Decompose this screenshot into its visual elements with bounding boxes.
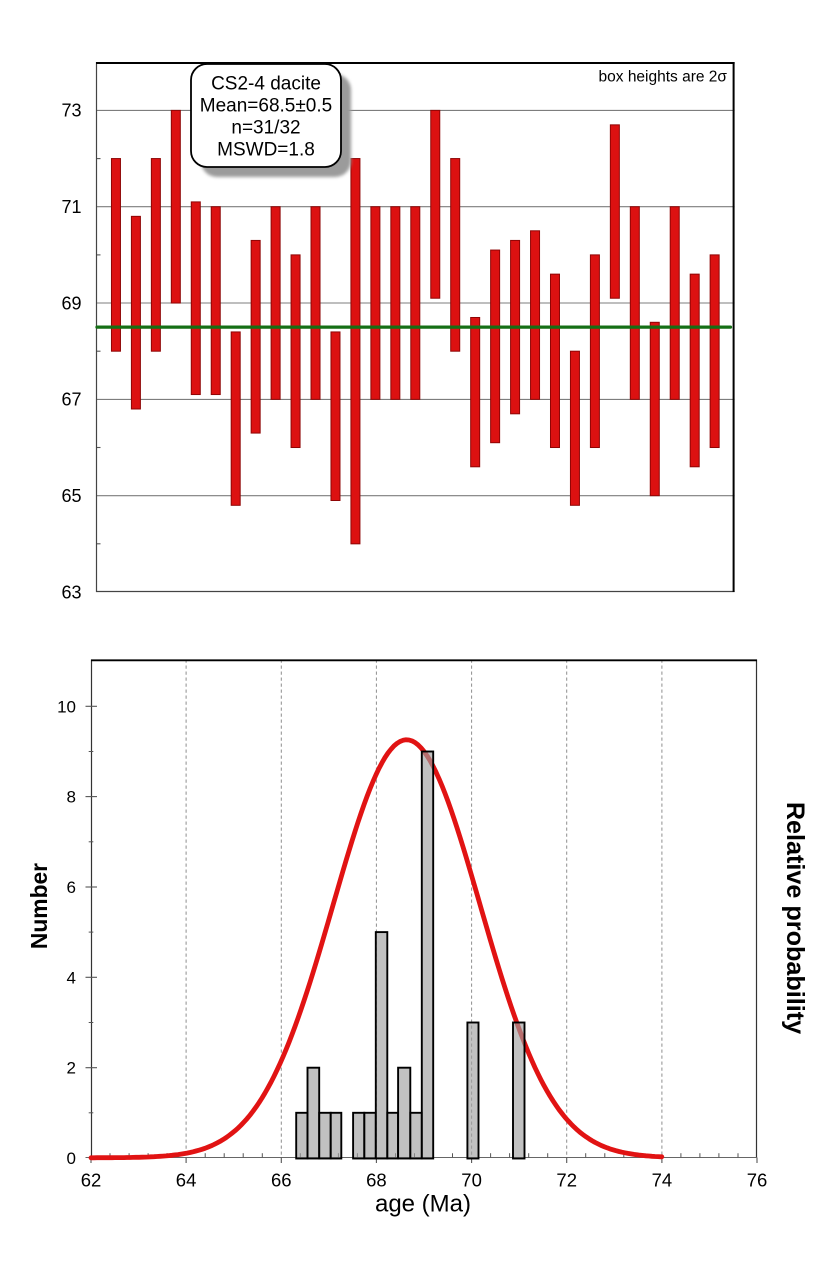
svg-text:65: 65 [61,486,81,506]
svg-text:68: 68 [366,1170,387,1191]
svg-text:10: 10 [57,697,76,716]
svg-text:62: 62 [81,1170,102,1191]
svg-text:CS2-4 dacite: CS2-4 dacite [211,74,321,95]
svg-text:n=31/32: n=31/32 [231,118,300,139]
svg-text:0: 0 [67,1149,76,1168]
svg-text:73: 73 [61,101,81,121]
svg-text:Relative probability: Relative probability [781,802,809,1034]
svg-text:66: 66 [271,1170,292,1191]
svg-text:72: 72 [556,1170,577,1191]
svg-text:67: 67 [61,390,81,410]
svg-text:age (Ma): age (Ma) [375,1191,471,1218]
svg-text:76: 76 [747,1170,768,1191]
svg-text:8: 8 [67,788,76,807]
svg-text:6: 6 [67,878,76,897]
svg-text:70: 70 [461,1170,482,1191]
svg-text:Mean=68.5±0.5: Mean=68.5±0.5 [200,96,332,117]
svg-text:4: 4 [67,968,76,987]
svg-text:74: 74 [652,1170,673,1191]
svg-text:MSWD=1.8: MSWD=1.8 [217,140,315,161]
svg-text:71: 71 [61,197,81,217]
svg-text:69: 69 [61,293,81,313]
svg-text:Number: Number [26,863,52,949]
svg-text:63: 63 [61,582,81,602]
svg-text:box heights are 2σ: box heights are 2σ [599,69,728,86]
svg-text:2: 2 [67,1059,76,1078]
svg-text:64: 64 [176,1170,197,1191]
